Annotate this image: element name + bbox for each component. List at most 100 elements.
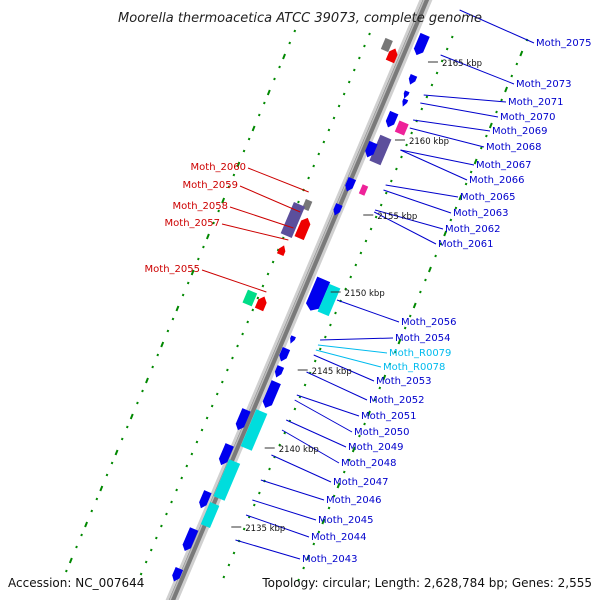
- gc-mark: [200, 428, 204, 432]
- gene-label-moth-r0078[interactable]: Moth_R0078: [383, 362, 445, 373]
- leader-line: [374, 209, 444, 230]
- kbp-tick-label: 2135 kbp: [245, 524, 285, 534]
- gc-mark: [156, 353, 160, 357]
- gene-label-moth-2044[interactable]: Moth_2044: [311, 532, 366, 543]
- gc-mark: [221, 197, 226, 204]
- cds-moth-2068: [394, 120, 409, 136]
- gene-label-moth-2058[interactable]: Moth_2058: [173, 201, 228, 212]
- gc-mark: [519, 50, 524, 57]
- gene-label-moth-2061[interactable]: Moth_2061: [438, 239, 493, 250]
- gc-mark: [347, 458, 351, 462]
- gc-mark: [268, 467, 271, 471]
- gc-mark: [257, 113, 261, 117]
- gc-mark: [318, 347, 322, 351]
- gene-label-moth-2070[interactable]: Moth_2070: [500, 112, 555, 123]
- leader-line: [320, 337, 394, 341]
- leader-line: [235, 539, 301, 560]
- gene-label-moth-2062[interactable]: Moth_2062: [445, 224, 500, 235]
- gc-mark: [297, 578, 300, 582]
- gene-label-moth-2056[interactable]: Moth_2056: [401, 317, 456, 328]
- cds-moth-2052: [274, 365, 285, 378]
- kbp-tick-label: 2150 kbp: [345, 289, 385, 299]
- gc-mark: [256, 296, 260, 300]
- gene-label-moth-2048[interactable]: Moth_2048: [341, 458, 396, 469]
- gene-label-moth-2055[interactable]: Moth_2055: [145, 264, 200, 275]
- gc-mark: [205, 416, 209, 420]
- cds-moth-2061: [333, 203, 343, 216]
- gene-label-moth-2069[interactable]: Moth_2069: [492, 126, 547, 137]
- gene-label-moth-2073[interactable]: Moth_2073: [516, 79, 571, 90]
- gc-mark: [217, 209, 220, 213]
- gene-label-moth-2046[interactable]: Moth_2046: [326, 495, 381, 506]
- gc-mark: [321, 518, 326, 525]
- leader-line: [247, 167, 309, 193]
- gc-mark: [252, 503, 256, 507]
- gene-label-moth-2051[interactable]: Moth_2051: [361, 411, 416, 422]
- gene-label-moth-2047[interactable]: Moth_2047: [333, 477, 388, 488]
- gc-mark: [435, 71, 439, 75]
- cds-moth-2055: [242, 289, 258, 307]
- cds-moth-2063: [345, 176, 357, 192]
- gc-mark: [80, 533, 83, 537]
- gc-mark: [232, 173, 236, 177]
- gc-mark: [317, 530, 321, 534]
- cds-moth-2046: [199, 490, 212, 509]
- gene-label-moth-2053[interactable]: Moth_2053: [376, 376, 431, 387]
- gene-label-moth-2054[interactable]: Moth_2054: [395, 333, 450, 344]
- gc-mark: [155, 536, 158, 540]
- leader-line: [409, 127, 485, 148]
- gc-mark: [210, 404, 214, 408]
- gene-label-moth-2050[interactable]: Moth_2050: [354, 427, 409, 438]
- leader-line: [229, 206, 294, 229]
- gene-label-moth-2063[interactable]: Moth_2063: [453, 208, 508, 219]
- bar-moth-2066: [369, 134, 392, 166]
- gc-mark: [247, 137, 251, 141]
- gene-label-moth-2068[interactable]: Moth_2068: [486, 142, 541, 153]
- gc-mark: [282, 53, 286, 60]
- gc-mark: [510, 74, 514, 78]
- leader-line: [260, 479, 325, 501]
- kbp-tick-label: 2165 kbp: [442, 59, 482, 69]
- gc-mark: [293, 29, 297, 33]
- gc-mark: [175, 488, 178, 492]
- gc-mark: [369, 227, 373, 231]
- gc-mark: [430, 83, 434, 87]
- cds-moth-2044: [182, 527, 199, 552]
- gc-mark: [129, 413, 134, 420]
- gene-label-moth-r0079[interactable]: Moth_R0079: [389, 348, 451, 359]
- gene-label-moth-2049[interactable]: Moth_2049: [348, 442, 403, 453]
- gc-mark: [302, 566, 305, 570]
- cds-moth-2051: [262, 380, 281, 408]
- gc-mark: [120, 437, 124, 441]
- gc-mark: [114, 449, 119, 456]
- leader-line: [296, 394, 360, 417]
- rna-moth-2045: [200, 502, 220, 528]
- gene-label-moth-2067[interactable]: Moth_2067: [476, 160, 531, 171]
- cds-grey-1: [380, 37, 393, 53]
- gene-label-moth-2075[interactable]: Moth_2075: [536, 38, 591, 49]
- gene-label-moth-2052[interactable]: Moth_2052: [369, 395, 424, 406]
- gc-mark: [141, 389, 144, 393]
- leader-line: [201, 269, 267, 293]
- gene-label-moth-2045[interactable]: Moth_2045: [318, 515, 373, 526]
- gc-mark: [334, 311, 337, 315]
- leader-line: [459, 9, 535, 44]
- gc-mark: [464, 182, 468, 186]
- gene-label-moth-2057[interactable]: Moth_2057: [165, 218, 220, 229]
- leader-line: [440, 54, 515, 85]
- gene-label-moth-2059[interactable]: Moth_2059: [183, 180, 238, 191]
- cds-moth-2060: [301, 199, 313, 211]
- gc-mark: [99, 485, 104, 492]
- gene-label-moth-2066[interactable]: Moth_2066: [469, 175, 524, 186]
- gc-mark: [170, 500, 173, 504]
- leader-line: [239, 185, 301, 213]
- gc-mark: [263, 101, 266, 105]
- gc-mark: [450, 35, 454, 39]
- gc-mark: [251, 308, 255, 312]
- gc-mark: [424, 278, 427, 282]
- gene-label-moth-2065[interactable]: Moth_2065: [460, 192, 515, 203]
- gene-label-moth-2043[interactable]: Moth_2043: [302, 554, 357, 565]
- gene-label-moth-2060[interactable]: Moth_2060: [191, 162, 246, 173]
- gene-label-moth-2071[interactable]: Moth_2071: [508, 97, 563, 108]
